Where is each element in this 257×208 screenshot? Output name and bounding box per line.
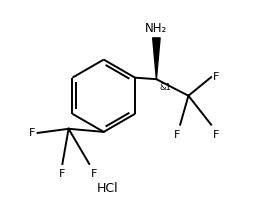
Text: F: F <box>213 130 219 140</box>
Text: F: F <box>213 72 219 82</box>
Polygon shape <box>153 38 160 79</box>
Text: F: F <box>29 128 36 138</box>
Text: F: F <box>91 169 98 179</box>
Text: &1: &1 <box>160 83 171 92</box>
Text: F: F <box>174 130 180 140</box>
Text: NH₂: NH₂ <box>145 22 168 35</box>
Text: F: F <box>59 169 66 179</box>
Text: HCl: HCl <box>97 182 119 195</box>
